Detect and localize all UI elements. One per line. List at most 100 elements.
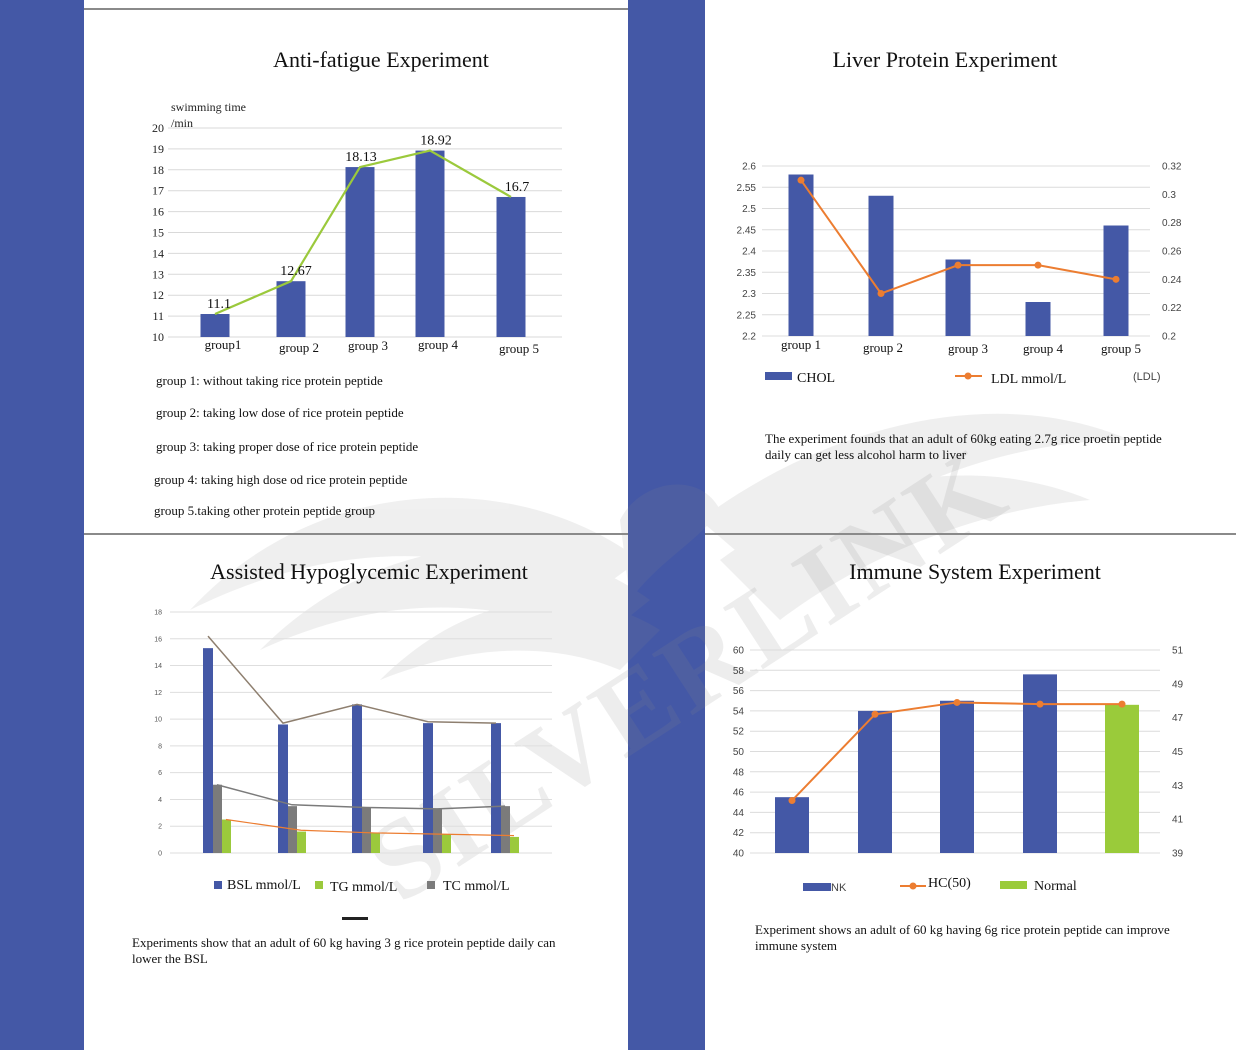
fatigue-y-tick: 12 (152, 288, 164, 302)
fatigue-y-tick: 18 (152, 163, 164, 177)
immune-y-tick: 42 (733, 828, 745, 839)
fatigue-y-tick: 15 (152, 226, 164, 240)
horizontal-divider-right (705, 533, 1236, 535)
liver-x-tick: group 5 (1101, 341, 1141, 356)
glucose-bar-tg (442, 834, 451, 853)
top-border-line (84, 8, 628, 10)
immune-y2-tick: 43 (1172, 781, 1184, 792)
immune-hc-point (1118, 700, 1126, 708)
immune-legend-hc-marker (909, 882, 917, 890)
liver-y2-tick: 0.28 (1162, 218, 1182, 229)
left-border-band (0, 0, 84, 1050)
immune-y2-tick: 41 (1172, 815, 1184, 826)
fatigue-data-label: 18.13 (345, 150, 377, 165)
liver-y-tick: 2.6 (742, 162, 756, 173)
glucose-legend-tg: TG mmol/L (330, 880, 397, 895)
immune-y2-tick: 47 (1172, 713, 1184, 724)
immune-y-tick: 50 (733, 747, 745, 758)
immune-hc-point (953, 698, 961, 706)
glucose-legend-bsl: BSL mmol/L (227, 878, 301, 893)
fatigue-y-tick: 20 (152, 121, 164, 135)
liver-legend-ldl-marker (964, 372, 972, 380)
liver-y-tick: 2.45 (737, 225, 757, 236)
liver-y-tick: 2.4 (742, 247, 756, 258)
fatigue-x-tick: group 4 (418, 337, 459, 352)
liver-bar-chol (1025, 302, 1051, 336)
glucose-y-tick: 18 (154, 610, 162, 617)
glucose-tg-line (225, 818, 515, 837)
liver-y2-tick: 0.3 (1162, 190, 1176, 201)
immune-y-tick: 40 (733, 849, 745, 860)
liver-y2-label: (LDL) (1133, 371, 1161, 383)
fatigue-x-tick: group 3 (348, 338, 388, 353)
glucose-legend-bsl-swatch (214, 881, 222, 889)
fatigue-y-tick: 19 (152, 142, 164, 156)
glucose-bar-bsl (278, 724, 288, 853)
fatigue-bar (496, 196, 526, 337)
immune-legend-hc: HC(50) (928, 876, 971, 891)
fatigue-series-line (214, 149, 512, 316)
immune-legend-normal-swatch (1000, 881, 1027, 889)
fatigue-note-5: group 5.taking other protein peptide gro… (154, 503, 375, 518)
center-divider-band (628, 0, 705, 1050)
liver-y-tick: 2.25 (737, 310, 757, 321)
glucose-bar-bsl (491, 723, 501, 853)
fatigue-y-tick: 16 (152, 205, 164, 219)
liver-x-tick: group 1 (781, 337, 821, 352)
glucose-note: Experiments show that an adult of 60 kg … (132, 935, 556, 966)
liver-ldl-point (1112, 275, 1120, 283)
liver-y2-tick: 0.26 (1162, 247, 1182, 258)
immune-y-tick: 44 (733, 808, 745, 819)
fatigue-y-tick: 11 (152, 309, 164, 323)
immune-y2-tick: 49 (1172, 679, 1184, 690)
glucose-legend-tg-swatch (315, 881, 323, 889)
glucose-bar-bsl (203, 648, 213, 853)
fatigue-x-tick: group1 (205, 337, 242, 352)
immune-bar-nk (858, 710, 892, 853)
liver-y-tick: 2.35 (737, 268, 757, 279)
immune-legend-nk-swatch (803, 883, 831, 891)
liver-y2-tick: 0.2 (1162, 332, 1176, 343)
fatigue-data-label: 18.92 (420, 134, 452, 149)
fatigue-data-label: 12.67 (280, 264, 312, 279)
immune-y-tick: 60 (733, 646, 745, 657)
glucose-bar-tc (213, 784, 222, 853)
immune-y-tick: 54 (733, 706, 745, 717)
glucose-bar-tg (297, 831, 306, 853)
immune-y-tick: 56 (733, 686, 745, 697)
glucose-bar-bsl (352, 704, 362, 853)
immune-hc-point (1036, 700, 1044, 708)
immune-y-tick: 52 (733, 727, 745, 738)
glucose-bar-bsl (423, 723, 433, 853)
glucose-bar-tg (510, 836, 519, 853)
liver-ldl-point (797, 176, 805, 184)
immune-title: Immune System Experiment (849, 559, 1101, 584)
immune-legend-normal: Normal (1034, 879, 1077, 894)
liver-x-tick: group 3 (948, 341, 988, 356)
glucose-y-tick: 14 (154, 663, 162, 670)
glucose-legend-tc: TC mmol/L (443, 879, 510, 894)
glucose-y-tick: 2 (158, 824, 162, 831)
liver-y-tick: 2.2 (742, 332, 756, 343)
glucose-bsl-line (207, 635, 497, 724)
fatigue-bar (345, 167, 375, 337)
fatigue-bar (200, 314, 230, 337)
immune-hc-point (871, 710, 879, 718)
glucose-bar-tc (362, 807, 371, 853)
fatigue-y-tick: 17 (152, 184, 164, 198)
glucose-y-tick: 0 (158, 851, 162, 858)
glucose-title: Assisted Hypoglycemic Experiment (210, 559, 528, 584)
liver-ldl-point (877, 290, 885, 297)
immune-y-tick: 48 (733, 767, 745, 778)
glucose-y-tick: 8 (158, 743, 162, 750)
immune-bar-normal (1105, 704, 1139, 853)
glucose-y-tick: 6 (158, 770, 162, 777)
immune-y-tick: 46 (733, 788, 745, 799)
fatigue-x-tick: group 2 (279, 340, 319, 355)
liver-bar-chol (868, 195, 894, 336)
fatigue-note-3: group 3: taking proper dose of rice prot… (156, 439, 419, 454)
legend-stray-dash (342, 917, 368, 920)
wing-logo-icon (190, 413, 1130, 680)
